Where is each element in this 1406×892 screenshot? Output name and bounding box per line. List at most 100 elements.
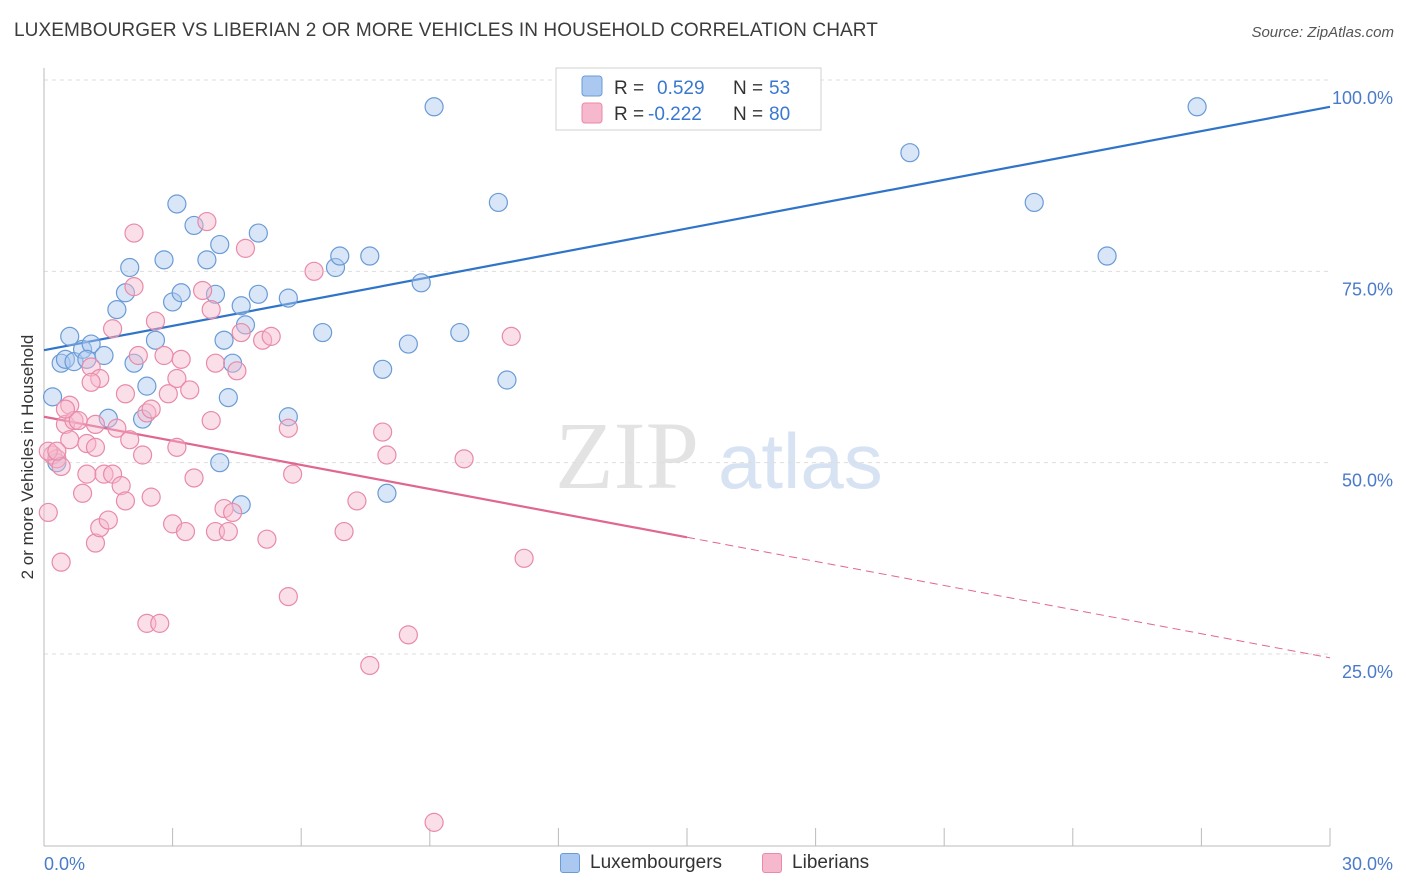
- liberian-point: [231, 322, 251, 343]
- luxembourger-point: [231, 296, 251, 316]
- liberian-point: [218, 521, 238, 542]
- luxembourger-point: [197, 250, 217, 270]
- luxembourger-point: [184, 215, 204, 236]
- svg-text:R = 0.529 N =: R = 0.529 N = 53: [614, 78, 790, 99]
- liberian-point: [98, 510, 118, 530]
- legend-n-value-2: 80: [769, 104, 790, 125]
- y-axis-label: 2 or more Vehicles in Household: [18, 335, 37, 580]
- liberian-point: [347, 491, 367, 511]
- luxembourger-point: [120, 257, 140, 278]
- liberian-point: [107, 418, 127, 438]
- data-points: [38, 97, 1207, 832]
- luxembourger-point: [373, 359, 393, 379]
- luxembourger-point: [1097, 246, 1117, 266]
- liberian-point: [377, 445, 397, 465]
- liberian-point: [124, 223, 144, 243]
- luxembourger-point: [278, 288, 298, 308]
- liberian-point: [72, 483, 93, 503]
- liberian-point: [184, 468, 204, 488]
- luxembourger-point: [488, 192, 508, 213]
- luxembourger-point: [42, 387, 63, 407]
- source-label: Source: ZipAtlas.com: [1251, 24, 1394, 41]
- x-tick-label-min: 0.0%: [44, 854, 85, 874]
- legend-item-liberians[interactable]: Liberians: [762, 852, 869, 874]
- liberian-point: [85, 414, 106, 434]
- liberian-point: [145, 311, 166, 331]
- liberian-point: [227, 361, 247, 381]
- chart-title: LUXEMBOURGER VS LIBERIAN 2 OR MORE VEHIC…: [14, 20, 878, 41]
- luxembourger-point: [330, 246, 350, 266]
- y-tick-label: 100.0%: [1332, 88, 1393, 108]
- legend-box: R = 0.529 N = 53 R = -0.222 N = 80: [555, 67, 822, 131]
- x-ticks: [43, 828, 1331, 846]
- liberian-point: [51, 456, 71, 477]
- liberian-point: [81, 372, 101, 392]
- svg-text:R = -0.222 N =: R = -0.222 N = 80: [614, 104, 790, 125]
- luxembourger-point: [1024, 192, 1044, 213]
- legend-n-label-1: N =: [733, 78, 768, 99]
- luxembourger-point: [313, 322, 333, 343]
- legend-label-liberians: Liberians: [792, 852, 870, 873]
- legend-n-value-1: 53: [769, 78, 790, 99]
- trend-lines: [43, 105, 1331, 659]
- liberian-point: [38, 502, 58, 523]
- liberian-point: [175, 521, 196, 542]
- legend-item-luxembourgers[interactable]: Luxembourgers: [560, 852, 722, 874]
- liberian-point: [205, 353, 226, 373]
- luxembourger-point: [214, 330, 234, 350]
- luxembourger-point: [210, 453, 230, 473]
- luxembourger-point: [137, 376, 157, 396]
- watermark-zip: ZIP: [555, 402, 699, 509]
- liberian-point: [334, 521, 354, 542]
- luxembourger-point: [398, 334, 418, 354]
- y-tick-label: 75.0%: [1342, 279, 1393, 299]
- x-tick-labels: 0.0% 30.0%: [44, 854, 1393, 874]
- liberian-point: [51, 552, 71, 572]
- liberian-point: [201, 410, 221, 431]
- luxembourger-point: [450, 322, 470, 343]
- y-tick-label: 50.0%: [1342, 471, 1393, 491]
- luxembourger-point: [325, 257, 346, 278]
- luxembourger-point: [154, 250, 174, 270]
- liberian-point: [454, 449, 474, 469]
- legend-r-label-2: R =: [614, 104, 649, 125]
- trend-line-0: [43, 105, 1331, 352]
- luxembourger-point: [360, 246, 380, 266]
- luxembourger-point: [278, 407, 298, 427]
- liberian-point: [150, 613, 170, 633]
- luxembourger-point: [411, 273, 431, 293]
- liberian-point: [102, 319, 123, 339]
- liberian-point: [304, 261, 324, 281]
- luxembourger-point: [377, 483, 397, 503]
- liberian-point: [424, 812, 444, 832]
- liberian-point: [197, 211, 217, 232]
- luxembourger-point: [497, 370, 517, 390]
- liberian-point: [360, 655, 380, 676]
- luxembourger-point: [81, 334, 101, 354]
- legend-swatch-blue: [581, 75, 603, 97]
- liberian-point: [278, 586, 298, 607]
- luxembourger-point: [60, 326, 80, 346]
- liberian-point: [257, 529, 277, 549]
- liberian-point: [278, 418, 298, 438]
- liberian-point: [373, 422, 393, 442]
- trend-line-extension-1: [686, 536, 1331, 659]
- luxembourger-point: [107, 300, 127, 320]
- liberians-swatch: [762, 853, 783, 873]
- liberian-point: [158, 384, 178, 404]
- legend-r-label-1: R =: [614, 78, 649, 99]
- y-tick-label: 25.0%: [1342, 662, 1393, 682]
- legend-r-value-1: 0.529: [657, 78, 705, 99]
- liberian-point: [283, 464, 303, 484]
- liberian-point: [171, 349, 191, 369]
- legend-r-value-2: -0.222: [648, 104, 702, 125]
- y-tick-labels: 25.0% 50.0% 75.0% 100.0%: [1332, 88, 1393, 682]
- legend-label-luxembourgers: Luxembourgers: [590, 852, 723, 873]
- liberian-point: [132, 445, 153, 465]
- liberian-point: [154, 345, 174, 366]
- luxembourger-point: [218, 388, 238, 408]
- liberian-point: [235, 238, 256, 258]
- liberian-point: [115, 384, 136, 404]
- liberian-point: [120, 430, 140, 450]
